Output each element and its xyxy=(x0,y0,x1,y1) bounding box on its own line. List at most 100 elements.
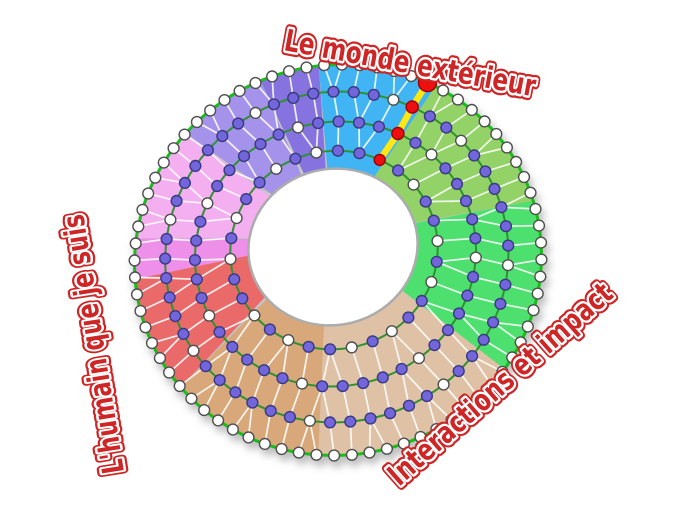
node-purple[interactable] xyxy=(195,291,208,305)
node-white[interactable] xyxy=(310,448,323,461)
node-purple[interactable] xyxy=(428,339,441,352)
node-white[interactable] xyxy=(153,352,167,365)
node-purple[interactable] xyxy=(366,335,379,348)
node-white[interactable] xyxy=(226,423,240,436)
node-white[interactable] xyxy=(397,437,411,450)
node-purple[interactable] xyxy=(494,297,507,310)
node-purple[interactable] xyxy=(502,239,515,252)
node-purple[interactable] xyxy=(499,278,512,291)
node-white[interactable] xyxy=(532,219,546,232)
node-purple[interactable] xyxy=(372,120,386,133)
node-purple[interactable] xyxy=(332,115,345,128)
node-white[interactable] xyxy=(534,270,547,283)
node-purple[interactable] xyxy=(272,128,285,141)
node-purple[interactable] xyxy=(452,307,466,320)
node-purple[interactable] xyxy=(468,149,481,162)
node-white[interactable] xyxy=(465,103,478,117)
node-white[interactable] xyxy=(242,431,255,444)
node-white[interactable] xyxy=(198,404,211,417)
node-white[interactable] xyxy=(291,121,305,134)
node-white[interactable] xyxy=(212,414,225,427)
node-purple[interactable] xyxy=(415,294,428,308)
node-white[interactable] xyxy=(534,236,548,249)
node-white[interactable] xyxy=(459,403,472,416)
node-white[interactable] xyxy=(407,178,420,191)
node-purple[interactable] xyxy=(452,365,465,378)
node-purple[interactable] xyxy=(466,213,479,226)
node-purple[interactable] xyxy=(263,323,277,336)
node-purple[interactable] xyxy=(331,144,345,157)
node-white[interactable] xyxy=(173,379,186,393)
node-white[interactable] xyxy=(414,430,427,444)
node-purple[interactable] xyxy=(264,404,277,418)
node-white[interactable] xyxy=(157,156,170,169)
node-white[interactable] xyxy=(266,70,279,83)
node-purple[interactable] xyxy=(228,273,241,286)
node-purple[interactable] xyxy=(160,272,173,285)
node-white[interactable] xyxy=(318,59,331,72)
node-white[interactable] xyxy=(248,309,261,322)
node-white[interactable] xyxy=(335,58,349,71)
node-white[interactable] xyxy=(345,448,359,461)
node-white[interactable] xyxy=(451,93,465,106)
node-white[interactable] xyxy=(473,391,486,405)
node-white[interactable] xyxy=(412,352,426,365)
node-purple[interactable] xyxy=(419,195,432,208)
node-purple[interactable] xyxy=(302,340,315,353)
node-purple[interactable] xyxy=(213,326,226,339)
node-purple[interactable] xyxy=(316,380,329,393)
node-white[interactable] xyxy=(353,59,366,72)
node-white[interactable] xyxy=(501,259,515,272)
node-purple[interactable] xyxy=(466,350,479,363)
node-white[interactable] xyxy=(437,378,450,391)
node-purple[interactable] xyxy=(409,136,422,149)
node-white[interactable] xyxy=(204,104,217,117)
node-white[interactable] xyxy=(388,64,401,78)
node-white[interactable] xyxy=(283,65,296,78)
node-purple[interactable] xyxy=(423,110,437,123)
node-white[interactable] xyxy=(163,366,176,379)
node-purple[interactable] xyxy=(276,372,289,385)
node-purple[interactable] xyxy=(323,416,337,429)
node-purple[interactable] xyxy=(169,310,182,323)
node-white[interactable] xyxy=(506,351,519,364)
node-purple[interactable] xyxy=(427,214,440,227)
node-purple[interactable] xyxy=(232,117,245,130)
node-purple[interactable] xyxy=(189,159,202,173)
node-white[interactable] xyxy=(258,437,271,451)
node-white[interactable] xyxy=(345,341,358,354)
node-purple[interactable] xyxy=(170,194,183,208)
node-white[interactable] xyxy=(130,288,144,301)
node-highlighted-red[interactable] xyxy=(373,153,386,167)
node-white[interactable] xyxy=(371,61,384,74)
node-purple[interactable] xyxy=(287,91,300,105)
node-purple[interactable] xyxy=(430,255,443,268)
node-purple[interactable] xyxy=(402,399,416,412)
node-purple[interactable] xyxy=(395,362,408,376)
node-purple[interactable] xyxy=(188,254,202,267)
node-purple[interactable] xyxy=(241,353,254,366)
node-white[interactable] xyxy=(437,84,450,97)
node-white[interactable] xyxy=(517,170,531,184)
node-highlighted-red[interactable] xyxy=(405,100,419,114)
node-purple[interactable] xyxy=(237,150,251,163)
node-purple[interactable] xyxy=(226,340,239,354)
node-purple[interactable] xyxy=(499,220,513,233)
node-purple[interactable] xyxy=(240,193,253,206)
node-white[interactable] xyxy=(145,336,159,350)
node-white[interactable] xyxy=(430,423,443,436)
node-white[interactable] xyxy=(300,61,313,74)
node-purple[interactable] xyxy=(178,176,192,190)
node-white[interactable] xyxy=(509,155,523,169)
node-white[interactable] xyxy=(524,186,537,199)
node-purple[interactable] xyxy=(211,179,224,193)
node-white[interactable] xyxy=(282,334,295,347)
node-white[interactable] xyxy=(385,325,398,338)
node-white[interactable] xyxy=(136,203,149,216)
node-purple[interactable] xyxy=(392,164,405,177)
node-white[interactable] xyxy=(529,202,542,216)
node-white[interactable] xyxy=(527,304,540,317)
node-purple[interactable] xyxy=(190,273,203,286)
node-purple[interactable] xyxy=(258,364,271,377)
node-white[interactable] xyxy=(134,304,147,318)
